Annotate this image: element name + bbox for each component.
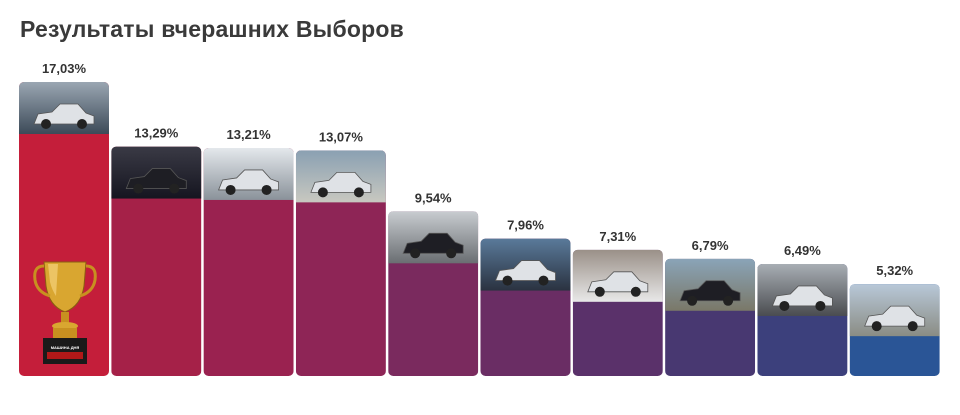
wheel-icon: [133, 183, 144, 194]
car-icon: [310, 171, 372, 193]
value-label: 5,32%: [876, 263, 913, 278]
bar-10: 5,32%: [849, 263, 940, 376]
bar-4: 13,07%: [295, 129, 386, 376]
bar-1: 17,03%: [19, 61, 109, 376]
bar-8: 6,79%: [665, 238, 756, 376]
wheel-icon: [169, 183, 180, 194]
chart-title: Результаты вчерашних Выборов: [20, 16, 404, 42]
value-label: 13,29%: [134, 126, 179, 141]
wheel-icon: [77, 119, 87, 129]
trophy-plaque: МАШИНА ДНЯ: [51, 345, 80, 350]
wheel-icon: [317, 187, 328, 198]
wheel-icon: [907, 321, 918, 332]
bars-group: 17,03% 13,29% 13,21% 13,07% 9,54% 7,96% 7,31% 6…: [19, 61, 940, 376]
car-icon: [494, 260, 556, 281]
value-label: 13,07%: [319, 129, 364, 144]
wheel-icon: [353, 187, 364, 198]
bar-5: 9,54%: [388, 190, 479, 376]
wheel-icon: [41, 119, 51, 129]
bar-2: 13,29%: [111, 126, 202, 376]
wheel-icon: [630, 286, 641, 297]
car-icon: [679, 280, 741, 302]
bar-6: 7,96%: [480, 218, 571, 376]
wheel-icon: [538, 275, 549, 286]
bar-9: 6,49%: [757, 243, 848, 376]
trophy-icon: МАШИНА ДНЯ: [33, 261, 97, 364]
car-icon: [587, 271, 649, 293]
value-label: 13,21%: [227, 127, 272, 142]
car-icon: [218, 169, 279, 191]
value-label: 6,49%: [784, 243, 821, 258]
bar-3: 13,21%: [203, 127, 294, 376]
wheel-icon: [779, 300, 790, 311]
value-label: 9,54%: [415, 190, 452, 205]
wheel-icon: [687, 295, 698, 306]
wheel-icon: [815, 300, 826, 311]
car-icon: [33, 103, 95, 125]
wheel-icon: [502, 275, 513, 286]
car-icon: [125, 168, 187, 189]
value-label: 7,31%: [599, 229, 636, 244]
wheel-icon: [723, 295, 734, 306]
car-icon: [402, 232, 464, 254]
value-label: 6,79%: [692, 238, 729, 253]
value-label: 17,03%: [42, 61, 87, 76]
wheel-icon: [871, 321, 882, 332]
wheel-icon: [594, 286, 605, 297]
car-icon: [864, 305, 926, 327]
wheel-icon: [225, 184, 236, 195]
value-label: 7,96%: [507, 218, 544, 233]
bar-7: 7,31%: [572, 229, 663, 376]
wheel-icon: [410, 248, 421, 259]
car-icon: [771, 285, 833, 307]
wheel-icon: [261, 184, 272, 195]
wheel-icon: [446, 248, 457, 259]
